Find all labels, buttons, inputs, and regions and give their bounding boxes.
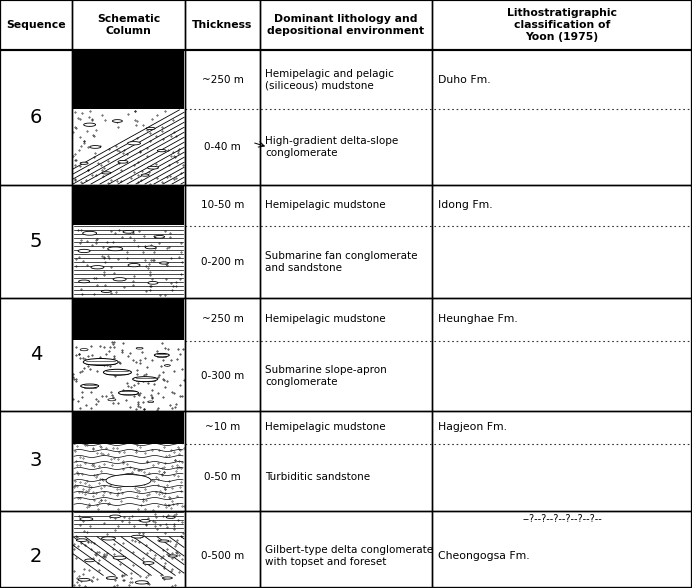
Ellipse shape <box>147 401 154 403</box>
Text: Idong Fm.: Idong Fm. <box>438 201 493 211</box>
Text: Duho Fm.: Duho Fm. <box>438 75 491 85</box>
Ellipse shape <box>140 519 150 522</box>
Ellipse shape <box>159 540 169 542</box>
Ellipse shape <box>118 161 128 163</box>
Bar <box>73 412 184 443</box>
Ellipse shape <box>109 515 120 518</box>
Ellipse shape <box>154 353 170 357</box>
Ellipse shape <box>168 555 177 557</box>
Bar <box>73 342 184 410</box>
Ellipse shape <box>160 262 169 264</box>
Bar <box>73 51 184 109</box>
Bar <box>73 299 184 340</box>
Text: Heunghae Fm.: Heunghae Fm. <box>438 315 518 325</box>
Ellipse shape <box>84 123 95 126</box>
Text: Hemipelagic mudstone: Hemipelagic mudstone <box>265 315 385 325</box>
Ellipse shape <box>84 559 95 562</box>
Bar <box>73 51 184 109</box>
Text: ~10 m: ~10 m <box>205 423 240 433</box>
Ellipse shape <box>106 475 151 486</box>
Ellipse shape <box>166 516 175 519</box>
Text: Sequence: Sequence <box>6 20 66 30</box>
Ellipse shape <box>157 149 166 152</box>
Text: ~250 m: ~250 m <box>201 75 244 85</box>
Text: Lithostratigraphic
classification of
Yoon (1975): Lithostratigraphic classification of Yoo… <box>507 8 617 42</box>
Ellipse shape <box>103 369 131 375</box>
Ellipse shape <box>80 162 88 165</box>
Ellipse shape <box>107 577 118 579</box>
Text: High-gradient delta-slope
conglomerate: High-gradient delta-slope conglomerate <box>265 136 399 158</box>
Ellipse shape <box>108 247 122 250</box>
Ellipse shape <box>90 146 101 148</box>
Ellipse shape <box>163 577 172 579</box>
Ellipse shape <box>79 280 89 283</box>
Ellipse shape <box>148 282 158 284</box>
Text: 4: 4 <box>30 345 42 364</box>
Bar <box>73 186 184 225</box>
Text: Hemipelagic mudstone: Hemipelagic mudstone <box>265 423 385 433</box>
Ellipse shape <box>131 535 143 538</box>
Ellipse shape <box>133 377 158 382</box>
Text: ~250 m: ~250 m <box>201 315 244 325</box>
Text: 0-200 m: 0-200 m <box>201 257 244 267</box>
Ellipse shape <box>147 166 158 169</box>
Ellipse shape <box>108 399 116 401</box>
Bar <box>73 299 184 340</box>
Ellipse shape <box>127 142 140 145</box>
Text: 0-50 m: 0-50 m <box>204 473 241 483</box>
Text: Schematic
Column: Schematic Column <box>97 14 160 36</box>
Ellipse shape <box>83 359 118 366</box>
Text: --?--?--?--?--?--?--: --?--?--?--?--?--?-- <box>522 514 602 524</box>
Ellipse shape <box>81 384 99 388</box>
Text: Gilbert-type delta conglomerate
with topset and foreset: Gilbert-type delta conglomerate with top… <box>265 545 433 567</box>
Bar <box>73 110 184 184</box>
Text: Submarine slope-apron
conglomerate: Submarine slope-apron conglomerate <box>265 365 387 387</box>
Text: Turbiditic sandstone: Turbiditic sandstone <box>265 473 370 483</box>
Ellipse shape <box>80 517 93 521</box>
Text: 10-50 m: 10-50 m <box>201 201 244 211</box>
Bar <box>73 512 184 588</box>
Text: 0-300 m: 0-300 m <box>201 371 244 381</box>
Ellipse shape <box>80 349 88 351</box>
Ellipse shape <box>143 562 154 564</box>
Text: 0-40 m: 0-40 m <box>204 142 241 152</box>
Ellipse shape <box>82 231 97 235</box>
Ellipse shape <box>102 172 111 174</box>
Ellipse shape <box>112 119 122 122</box>
Ellipse shape <box>101 290 111 292</box>
Ellipse shape <box>78 579 90 581</box>
Ellipse shape <box>118 390 138 395</box>
Text: Cheongogsa Fm.: Cheongogsa Fm. <box>438 551 529 561</box>
Ellipse shape <box>78 249 90 253</box>
Ellipse shape <box>128 263 140 267</box>
Ellipse shape <box>91 266 104 269</box>
Ellipse shape <box>165 365 170 366</box>
Ellipse shape <box>141 174 149 176</box>
Bar <box>73 186 184 225</box>
Ellipse shape <box>146 128 155 129</box>
Text: Hemipelagic mudstone: Hemipelagic mudstone <box>265 201 385 211</box>
Text: 0-500 m: 0-500 m <box>201 551 244 561</box>
Ellipse shape <box>113 278 126 281</box>
Text: 2: 2 <box>30 546 42 566</box>
Bar <box>73 445 184 510</box>
Bar <box>73 226 184 297</box>
Text: Hemipelagic and pelagic
(siliceous) mudstone: Hemipelagic and pelagic (siliceous) muds… <box>265 69 394 91</box>
Ellipse shape <box>136 581 148 584</box>
Ellipse shape <box>136 348 143 349</box>
Text: 6: 6 <box>30 108 42 127</box>
Text: 3: 3 <box>30 452 42 470</box>
Bar <box>73 412 184 443</box>
Ellipse shape <box>102 537 116 540</box>
Ellipse shape <box>145 246 156 249</box>
Ellipse shape <box>123 230 134 233</box>
Text: Submarine fan conglomerate
and sandstone: Submarine fan conglomerate and sandstone <box>265 251 417 273</box>
Text: Hagjeon Fm.: Hagjeon Fm. <box>438 423 507 433</box>
Text: Thickness: Thickness <box>192 20 253 30</box>
Ellipse shape <box>154 235 165 238</box>
Ellipse shape <box>113 556 126 559</box>
Text: Dominant lithology and
depositional environment: Dominant lithology and depositional envi… <box>267 14 425 36</box>
Ellipse shape <box>76 539 87 542</box>
Text: 5: 5 <box>30 232 42 251</box>
